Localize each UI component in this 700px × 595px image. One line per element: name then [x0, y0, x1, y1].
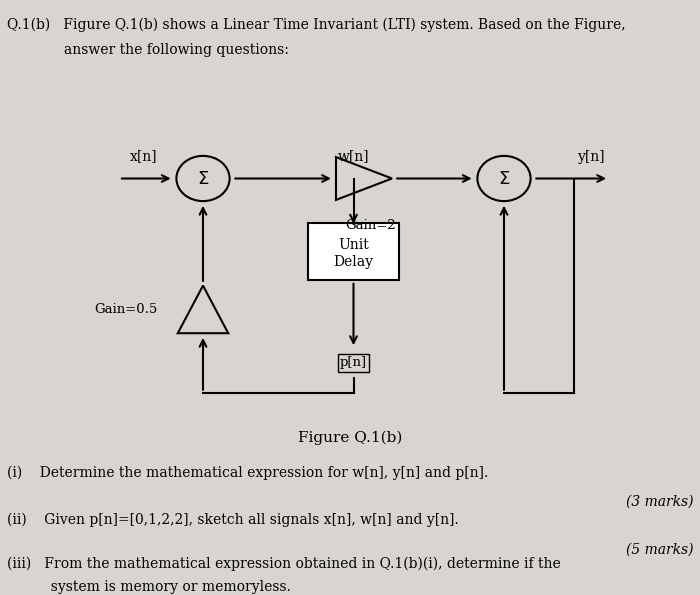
Text: (3 marks): (3 marks)	[626, 495, 693, 509]
Text: Q.1(b)   Figure Q.1(b) shows a Linear Time Invariant (LTI) system. Based on the : Q.1(b) Figure Q.1(b) shows a Linear Time…	[7, 18, 626, 32]
Text: (i)    Determine the mathematical expression for w[n], y[n] and p[n].: (i) Determine the mathematical expressio…	[7, 465, 489, 480]
Text: answer the following questions:: answer the following questions:	[7, 43, 289, 58]
FancyBboxPatch shape	[308, 223, 399, 280]
Text: y[n]: y[n]	[578, 149, 606, 164]
Text: Unit: Unit	[338, 237, 369, 252]
Text: x[n]: x[n]	[130, 149, 158, 164]
Text: Delay: Delay	[333, 255, 374, 268]
Text: $\Sigma$: $\Sigma$	[498, 170, 510, 187]
Text: (5 marks): (5 marks)	[626, 543, 693, 557]
Text: p[n]: p[n]	[340, 356, 367, 369]
Text: Gain=2: Gain=2	[346, 219, 396, 232]
Text: $\Sigma$: $\Sigma$	[197, 170, 209, 187]
Text: system is memory or memoryless.: system is memory or memoryless.	[7, 580, 291, 594]
Text: w[n]: w[n]	[337, 149, 370, 164]
Text: (ii)    Given p[n]=[0,1,2,2], sketch all signals x[n], w[n] and y[n].: (ii) Given p[n]=[0,1,2,2], sketch all si…	[7, 513, 458, 527]
Text: (iii)   From the mathematical expression obtained in Q.1(b)(i), determine if the: (iii) From the mathematical expression o…	[7, 556, 561, 571]
Text: Gain=0.5: Gain=0.5	[94, 303, 158, 316]
Text: Figure Q.1(b): Figure Q.1(b)	[298, 430, 402, 444]
